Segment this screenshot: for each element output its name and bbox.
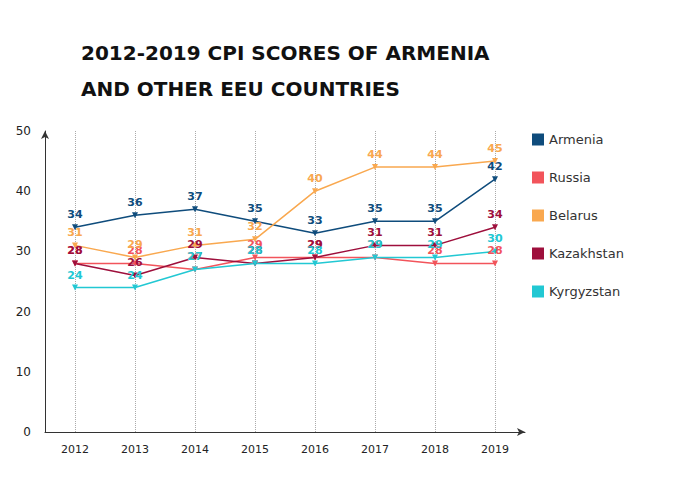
svg-text:28: 28 — [247, 244, 262, 257]
svg-text:31: 31 — [367, 226, 382, 239]
svg-text:2013: 2013 — [121, 443, 149, 456]
svg-text:28: 28 — [67, 244, 82, 257]
svg-text:29: 29 — [187, 238, 202, 251]
svg-text:2015: 2015 — [241, 443, 269, 456]
svg-text:Kyrgyzstan: Kyrgyzstan — [549, 284, 620, 299]
svg-text:40: 40 — [16, 184, 31, 198]
svg-text:Kazakhstan: Kazakhstan — [549, 246, 624, 261]
svg-text:35: 35 — [427, 202, 442, 215]
svg-text:Russia: Russia — [549, 170, 591, 185]
svg-text:28: 28 — [487, 244, 502, 257]
svg-text:24: 24 — [127, 269, 143, 282]
svg-text:2016: 2016 — [301, 443, 329, 456]
svg-text:32: 32 — [247, 220, 262, 233]
svg-text:10: 10 — [16, 365, 31, 379]
svg-text:34: 34 — [487, 208, 503, 221]
svg-text:28: 28 — [247, 244, 262, 257]
svg-text:AND OTHER EEU COUNTRIES: AND OTHER EEU COUNTRIES — [81, 77, 400, 101]
svg-text:34: 34 — [67, 208, 83, 221]
svg-text:2012-2019 CPI SCORES OF ARMENI: 2012-2019 CPI SCORES OF ARMENIA — [81, 41, 490, 65]
svg-text:29: 29 — [367, 238, 382, 251]
svg-text:28: 28 — [67, 244, 82, 257]
svg-text:45: 45 — [487, 142, 502, 155]
svg-text:42: 42 — [487, 160, 502, 173]
svg-text:29: 29 — [427, 238, 442, 251]
svg-text:Belarus: Belarus — [549, 208, 598, 223]
svg-text:2017: 2017 — [361, 443, 389, 456]
svg-text:28: 28 — [307, 244, 322, 257]
svg-text:35: 35 — [367, 202, 382, 215]
svg-text:37: 37 — [187, 190, 202, 203]
svg-text:24: 24 — [67, 269, 83, 282]
svg-text:27: 27 — [187, 250, 202, 263]
svg-text:2012: 2012 — [61, 443, 89, 456]
svg-text:50: 50 — [16, 124, 31, 138]
svg-text:0: 0 — [23, 425, 31, 439]
svg-text:35: 35 — [247, 202, 262, 215]
svg-text:30: 30 — [16, 244, 31, 258]
svg-text:2019: 2019 — [481, 443, 509, 456]
svg-text:33: 33 — [307, 214, 322, 227]
svg-text:27: 27 — [187, 250, 202, 263]
svg-text:29: 29 — [367, 238, 382, 251]
svg-text:2014: 2014 — [181, 443, 209, 456]
svg-text:26: 26 — [127, 256, 143, 269]
svg-text:20: 20 — [16, 305, 31, 319]
svg-text:29: 29 — [127, 238, 142, 251]
svg-text:30: 30 — [487, 232, 503, 245]
svg-text:2018: 2018 — [421, 443, 449, 456]
svg-text:31: 31 — [187, 226, 202, 239]
svg-text:36: 36 — [127, 196, 143, 209]
svg-text:44: 44 — [367, 148, 383, 161]
svg-text:40: 40 — [307, 172, 323, 185]
svg-text:31: 31 — [67, 226, 82, 239]
svg-text:31: 31 — [427, 226, 442, 239]
svg-text:Armenia: Armenia — [549, 132, 604, 147]
svg-text:44: 44 — [427, 148, 443, 161]
